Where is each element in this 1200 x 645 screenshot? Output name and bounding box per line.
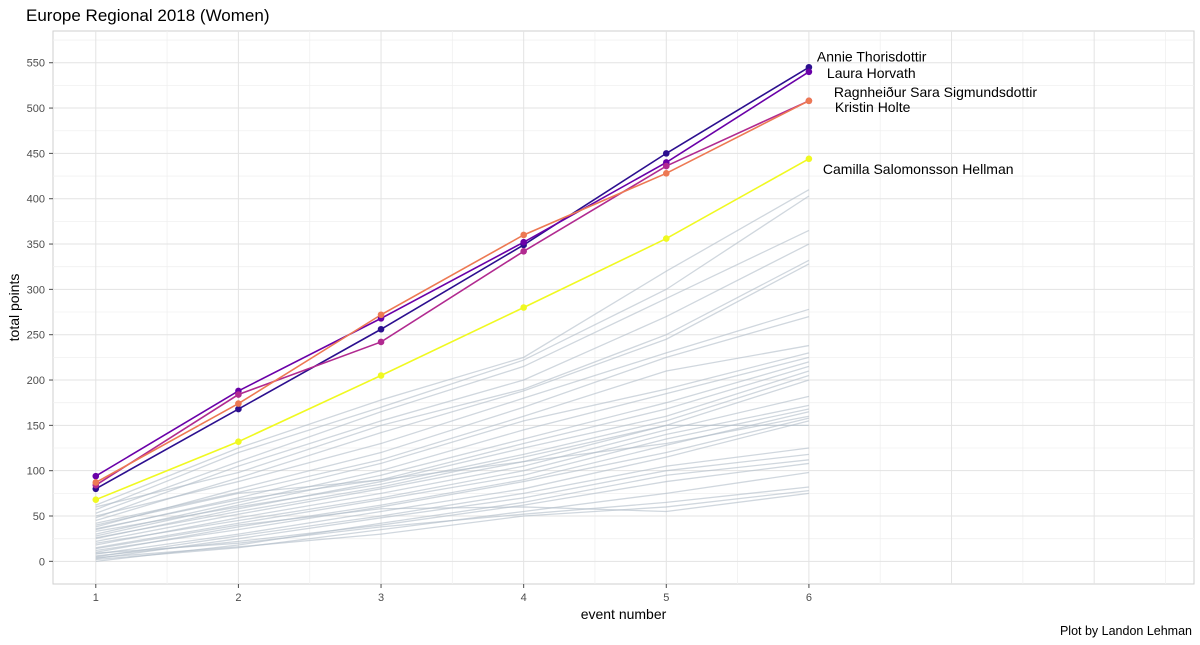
background-series-line [95, 411, 810, 553]
series-label: Laura Horvath [827, 65, 916, 81]
background-series-line [95, 243, 810, 519]
y-tick-label: 350 [27, 239, 45, 251]
series-point [235, 405, 242, 413]
y-tick-label: 450 [27, 148, 45, 160]
series-label: Kristin Holte [835, 99, 911, 115]
background-series-line [95, 374, 810, 533]
background-series-line [95, 361, 810, 537]
background-series-line [95, 379, 810, 543]
x-tick-label: 3 [378, 592, 384, 604]
major-gridlines [53, 31, 1194, 584]
series-point [805, 68, 813, 76]
series-point [520, 238, 527, 246]
series-point [662, 170, 670, 177]
series-point [377, 311, 385, 319]
y-tick-label: 400 [27, 194, 45, 206]
highlighted-series-points [92, 63, 813, 503]
background-series-line [95, 462, 809, 557]
y-tick-label: 150 [27, 420, 45, 432]
background-series-line [95, 315, 810, 528]
y-axis-ticks: 0 50 100 150 200 250 300 350 400 450 500 550 [27, 58, 53, 568]
series-line [95, 100, 810, 484]
background-series-line [95, 263, 810, 522]
series-point [805, 97, 813, 105]
series-line [95, 66, 810, 490]
series-point [520, 304, 527, 311]
x-axis-title: event number [581, 606, 667, 622]
y-axis-title: total points [6, 274, 22, 342]
y-tick-label: 300 [27, 284, 45, 296]
x-axis-ticks: 1 2 3 4 5 6 [93, 584, 812, 604]
background-series-line [95, 404, 810, 544]
y-tick-label: 250 [27, 330, 45, 342]
series-point [662, 150, 670, 157]
y-tick-label: 550 [27, 58, 45, 70]
background-series-line [95, 370, 810, 540]
y-tick-label: 0 [39, 556, 45, 568]
background-series-line [95, 415, 810, 530]
series-point [92, 496, 100, 503]
x-tick-label: 2 [235, 592, 241, 604]
background-series-line [95, 365, 810, 526]
background-series-line [95, 486, 809, 554]
background-series-line [95, 459, 809, 562]
minor-gridlines [53, 31, 1194, 584]
y-tick-label: 200 [27, 375, 45, 387]
series-point [377, 372, 385, 379]
background-series-lines [95, 189, 810, 562]
series-point [520, 231, 527, 239]
series-label: Camilla Salomonsson Hellman [823, 161, 1014, 177]
highlighted-series-lines [95, 66, 810, 501]
y-tick-label: 500 [27, 103, 45, 115]
x-tick-label: 6 [806, 592, 812, 604]
background-series-line [95, 259, 810, 508]
chart-caption: Plot by Landon Lehman [1060, 624, 1192, 638]
series-line [95, 71, 810, 477]
series-point [235, 438, 242, 445]
background-series-line [95, 308, 810, 517]
background-series-line [95, 417, 810, 552]
background-series-line [95, 489, 809, 559]
background-series-line [95, 408, 810, 549]
series-point [377, 338, 385, 346]
series-point [805, 155, 813, 163]
background-series-line [95, 344, 810, 524]
background-series-line [95, 195, 810, 511]
background-series-line [95, 447, 809, 558]
series-point [805, 63, 813, 71]
series-label: Annie Thorisdottir [817, 48, 927, 64]
background-series-line [95, 424, 809, 539]
y-tick-label: 100 [27, 466, 45, 478]
series-line [95, 158, 810, 501]
background-series-line [95, 420, 810, 555]
x-tick-label: 5 [663, 592, 669, 604]
series-point [662, 235, 670, 242]
background-series-line [95, 492, 809, 550]
x-tick-label: 1 [93, 592, 99, 604]
series-point [377, 325, 385, 333]
y-tick-label: 50 [33, 511, 45, 523]
series-line [95, 100, 810, 486]
series-label: Ragnheiður Sara Sigmundsdottir [834, 84, 1037, 100]
background-series-line [95, 352, 810, 531]
background-series-line [95, 229, 810, 514]
series-point [235, 400, 242, 407]
series-point [520, 247, 527, 255]
series-point [92, 472, 100, 480]
series-point [662, 162, 670, 170]
series-point [92, 479, 100, 486]
chart-title: Europe Regional 2018 (Women) [26, 6, 270, 25]
x-tick-label: 4 [521, 592, 527, 604]
series-point [235, 391, 242, 398]
background-series-line [95, 189, 810, 506]
background-series-line [95, 356, 810, 535]
background-series-line [95, 395, 810, 546]
